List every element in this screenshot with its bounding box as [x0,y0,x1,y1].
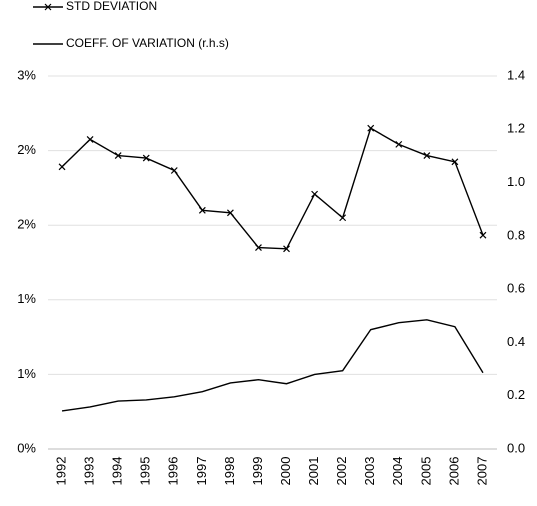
x-tick-label: 1996 [166,457,181,486]
x-tick-label: 1998 [222,457,237,486]
x-tick-label: 2001 [306,457,321,486]
legend-label: STD DEVIATION [66,0,157,13]
y-tick-label: 1% [17,366,36,381]
y-tick-label: 0% [17,440,36,455]
x-tick-label: 1992 [53,457,68,486]
marker [479,231,487,239]
marker [226,209,234,217]
marker [58,163,66,171]
x-tick-label: 2004 [390,457,405,486]
x-tick-label: 1995 [138,457,153,486]
x-tick-label: 2005 [418,457,433,486]
y2-tick-label: 0.8 [507,227,525,242]
y2-tick-label: 0.0 [507,440,525,455]
marker [198,206,206,214]
x-tick-label: 2006 [446,457,461,486]
series-line [61,319,484,412]
y2-tick-label: 1.2 [507,121,525,136]
x-tick-label: 1997 [194,457,209,486]
x-tick-label: 2000 [278,457,293,486]
y-tick-label: 2% [17,217,36,232]
x-tick-label: 2007 [474,457,489,486]
legend-marker [44,3,52,11]
marker [283,245,290,253]
marker [311,190,319,198]
x-tick-label: 1993 [82,457,97,486]
y-tick-label: 2% [17,142,36,157]
y2-tick-label: 0.6 [507,281,525,296]
y2-tick-label: 0.2 [507,387,525,402]
marker [142,154,150,162]
marker [339,214,347,222]
marker [86,135,94,143]
marker [367,124,375,132]
x-tick-label: 1994 [110,457,125,486]
y2-tick-label: 1.0 [507,174,525,189]
marker [170,167,178,174]
y-tick-label: 3% [17,67,36,82]
x-tick-label: 2003 [362,457,377,486]
marker [451,158,459,166]
y2-tick-label: 0.4 [507,334,525,349]
y2-tick-label: 1.4 [507,67,525,82]
marker [423,152,431,159]
x-tick-label: 2002 [334,457,349,486]
series-line [61,127,484,250]
marker [255,244,262,252]
marker [395,140,403,148]
legend-label: COEFF. OF VARIATION (r.h.s) [66,36,229,50]
y-tick-label: 1% [17,291,36,306]
x-tick-label: 1999 [250,457,265,486]
marker [114,152,122,159]
